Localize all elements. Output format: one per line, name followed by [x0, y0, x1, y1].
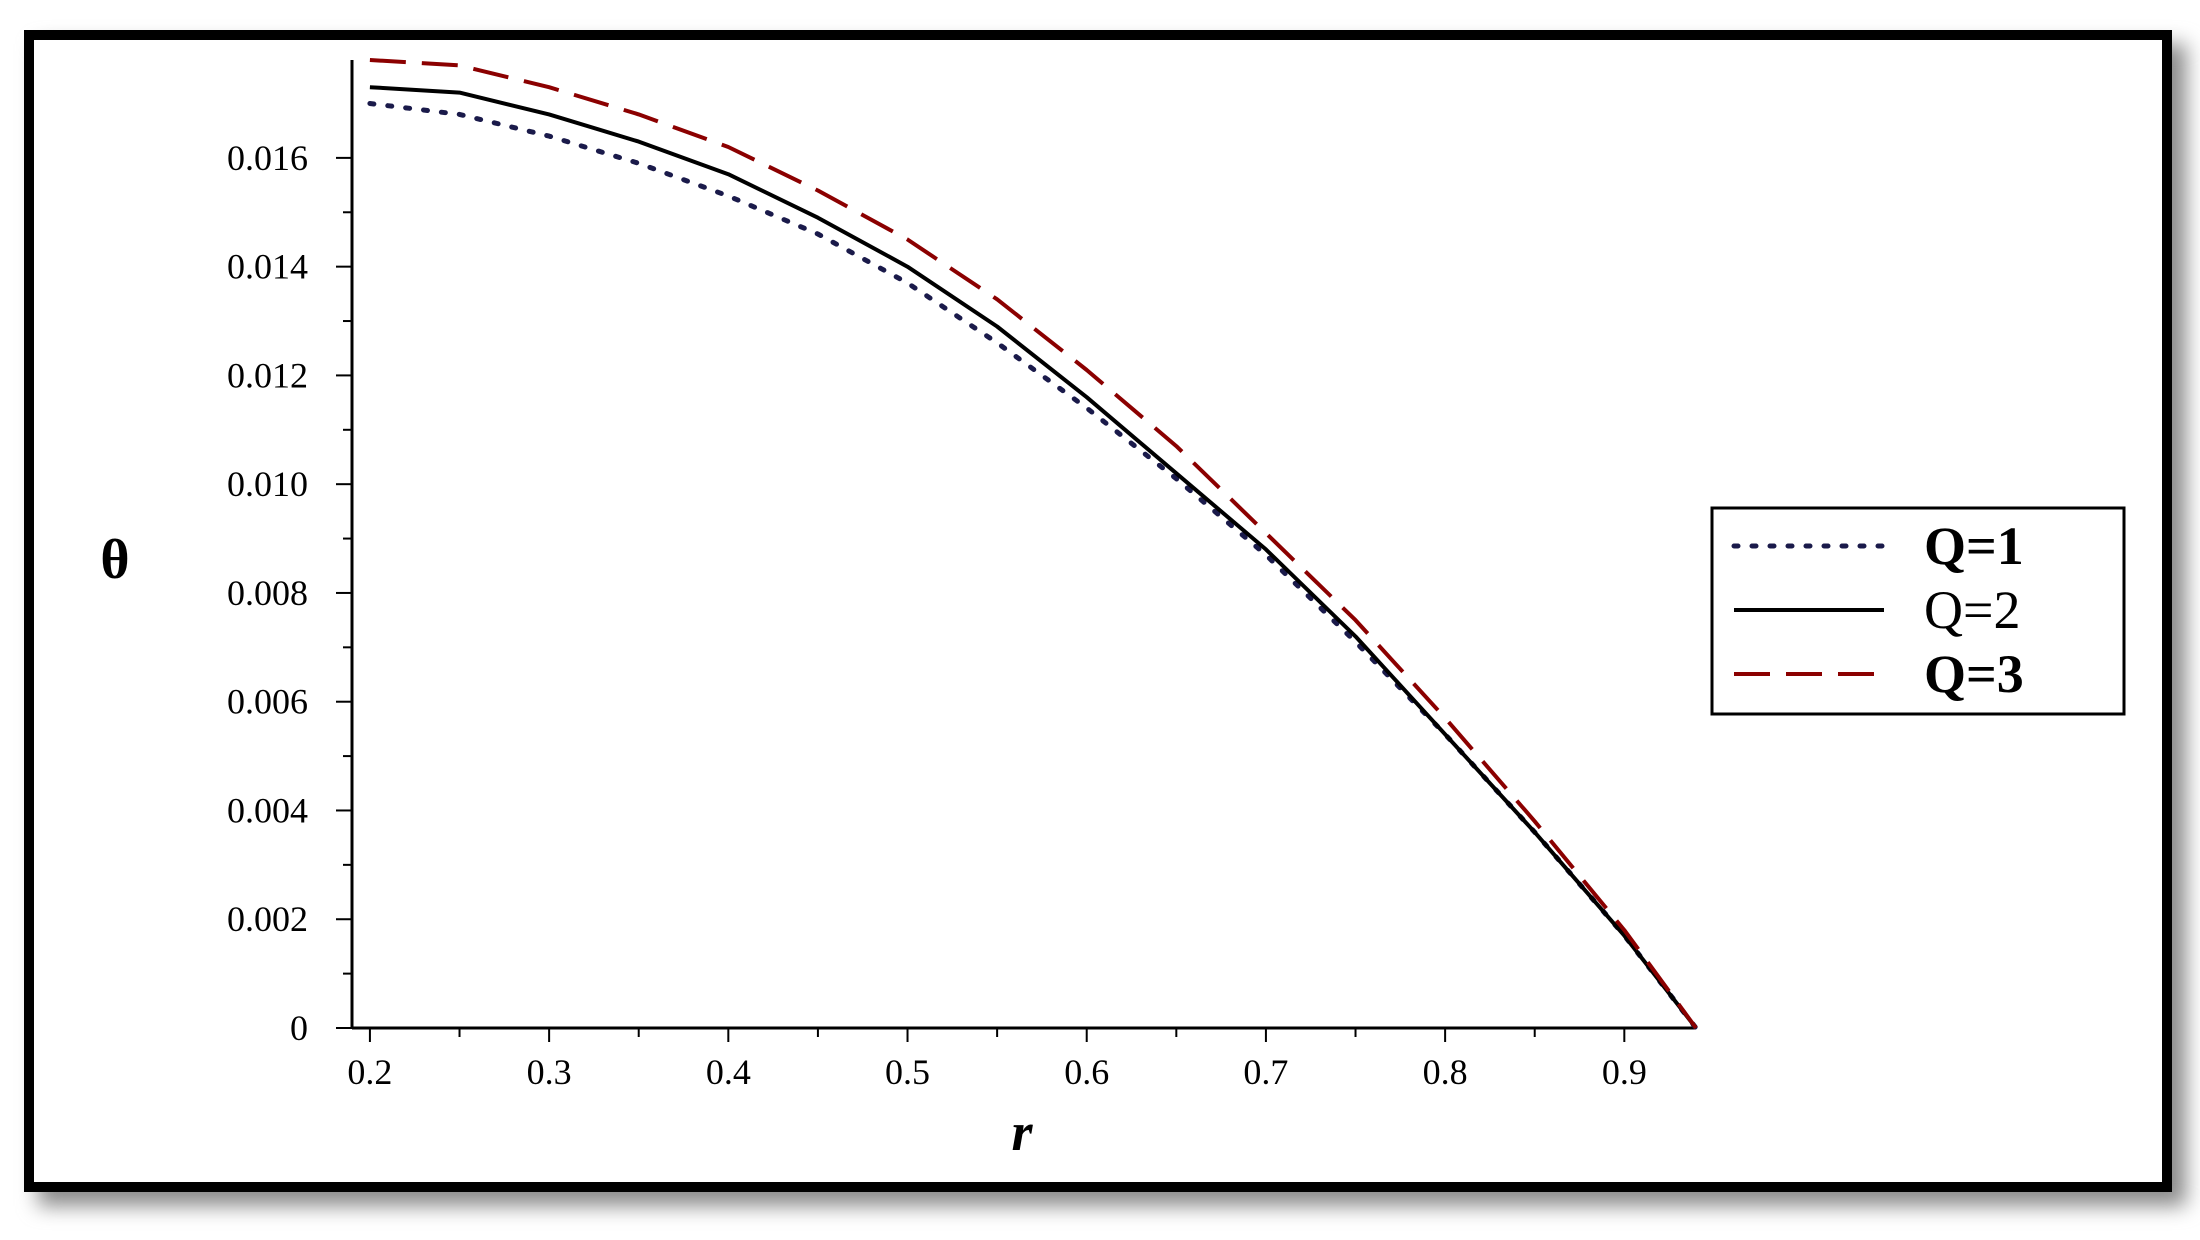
legend-label-3: Q=3	[1924, 644, 2024, 704]
x-tick-label: 0.9	[1602, 1052, 1647, 1092]
legend: Q=1Q=2Q=3	[1710, 506, 2126, 716]
series-line-3	[369, 58, 1698, 1030]
y-tick-label: 0.010	[227, 464, 308, 504]
series-line-1	[367, 101, 1699, 1031]
x-tick-label: 0.4	[706, 1052, 751, 1092]
x-tick-label: 0.3	[527, 1052, 572, 1092]
y-tick-label: 0.004	[227, 790, 308, 830]
y-tick-label: 0.014	[227, 247, 308, 287]
x-tick-label: 0.6	[1064, 1052, 1109, 1092]
series-line-2	[369, 85, 1698, 1030]
x-tick-label: 0.8	[1423, 1052, 1468, 1092]
axes	[350, 60, 1696, 1030]
legend-label-2: Q=2	[1924, 580, 2020, 640]
y-tick-label: 0.008	[227, 573, 308, 613]
y-tick-label: 0.002	[227, 899, 308, 939]
x-tick-label: 0.7	[1243, 1052, 1288, 1092]
x-axis-title: r	[1011, 1102, 1033, 1162]
x-tick-label: 0.5	[885, 1052, 930, 1092]
y-axis-ticks: 0 0.002 0.004 0.006 0.008 0.010 0.012 0.014 0.01…	[227, 138, 352, 1048]
y-tick-label: 0.012	[227, 355, 308, 395]
x-axis-ticks: 0.2 0.3 0.4 0.5 0.6 0.7 0.8 0.9	[347, 1028, 1647, 1092]
y-axis-title: θ	[100, 529, 129, 591]
x-tick-label: 0.2	[347, 1052, 392, 1092]
y-tick-label: 0	[290, 1008, 308, 1048]
y-tick-label: 0.016	[227, 138, 308, 178]
y-tick-label: 0.006	[227, 682, 308, 722]
legend-label-1: Q=1	[1924, 516, 2024, 576]
series-layer	[367, 58, 1699, 1031]
